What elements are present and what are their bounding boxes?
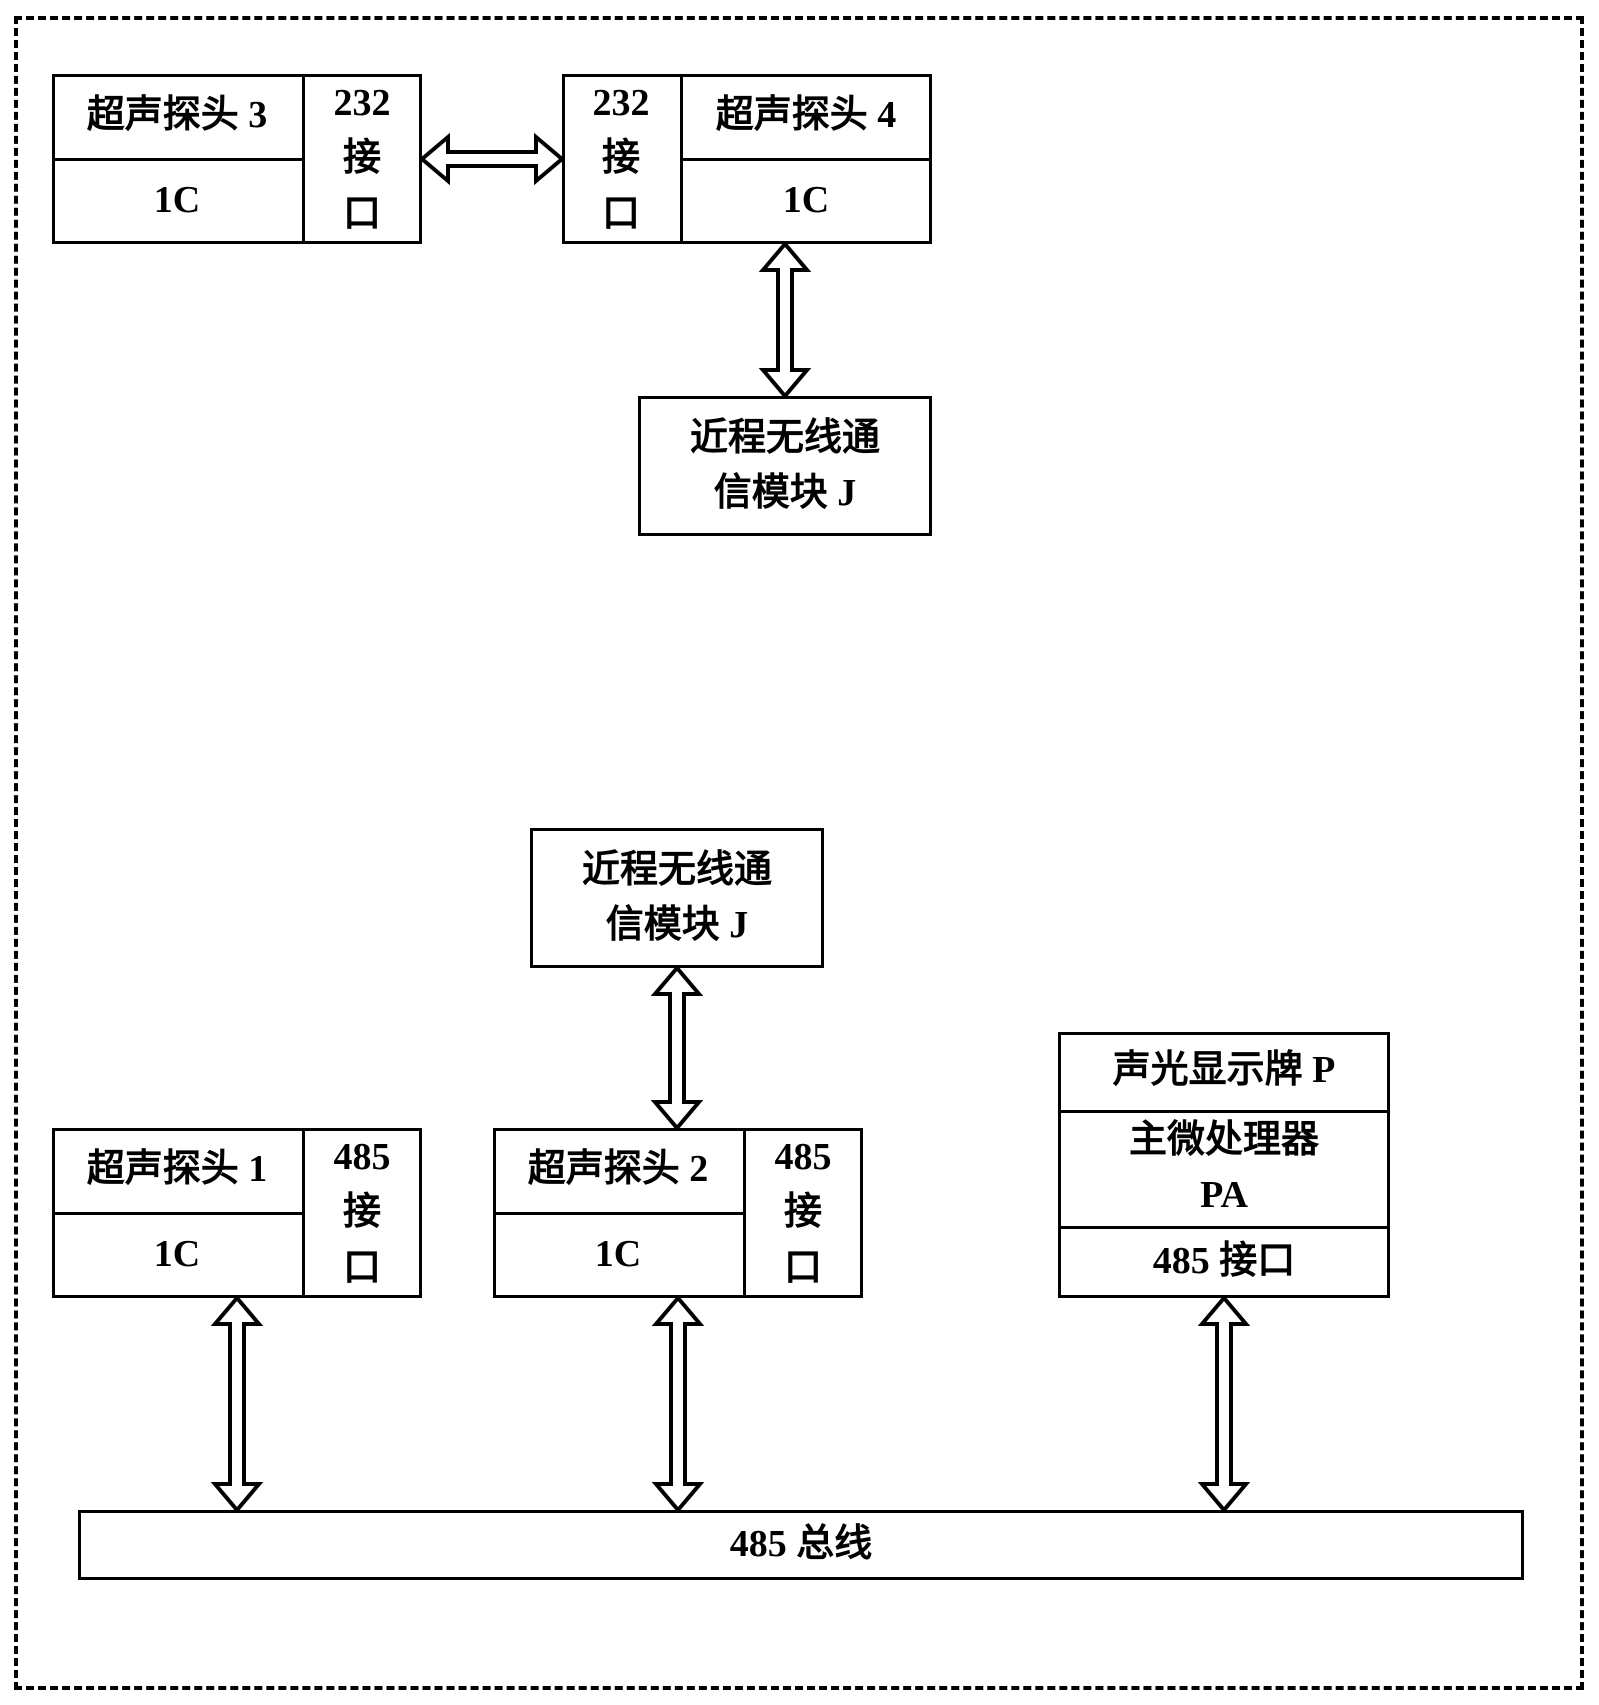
probe-1-port: 485 接 口 xyxy=(302,1128,422,1298)
diagram-canvas: 超声探头 31C232 接 口超声探头 41C232 接 口超声探头 11C48… xyxy=(0,0,1599,1705)
probe-2-title: 超声探头 2 xyxy=(493,1128,743,1212)
probe-4-title: 超声探头 4 xyxy=(680,74,932,158)
bus-485-label: 485 总线 xyxy=(78,1510,1524,1580)
double-arrow xyxy=(649,968,705,1128)
double-arrow xyxy=(1196,1298,1252,1510)
probe-3-port: 232 接 口 xyxy=(302,74,422,244)
probe-3-title: 超声探头 3 xyxy=(52,74,302,158)
panel-p-row1: 声光显示牌 P xyxy=(1058,1032,1390,1110)
wireless-j-mid-label: 近程无线通 信模块 J xyxy=(530,828,824,968)
double-arrow xyxy=(757,244,813,396)
double-arrow xyxy=(650,1298,706,1510)
probe-4-sub: 1C xyxy=(680,158,932,244)
probe-2-port: 485 接 口 xyxy=(743,1128,863,1298)
probe-4-port: 232 接 口 xyxy=(562,74,680,244)
wireless-j-top-label: 近程无线通 信模块 J xyxy=(638,396,932,536)
double-arrow xyxy=(422,131,562,187)
panel-p-row3: 485 接口 xyxy=(1058,1226,1390,1298)
probe-1-title: 超声探头 1 xyxy=(52,1128,302,1212)
probe-2-sub: 1C xyxy=(493,1212,743,1298)
double-arrow xyxy=(209,1298,265,1510)
probe-3-sub: 1C xyxy=(52,158,302,244)
probe-1-sub: 1C xyxy=(52,1212,302,1298)
panel-p-row2: 主微处理器 PA xyxy=(1058,1110,1390,1226)
